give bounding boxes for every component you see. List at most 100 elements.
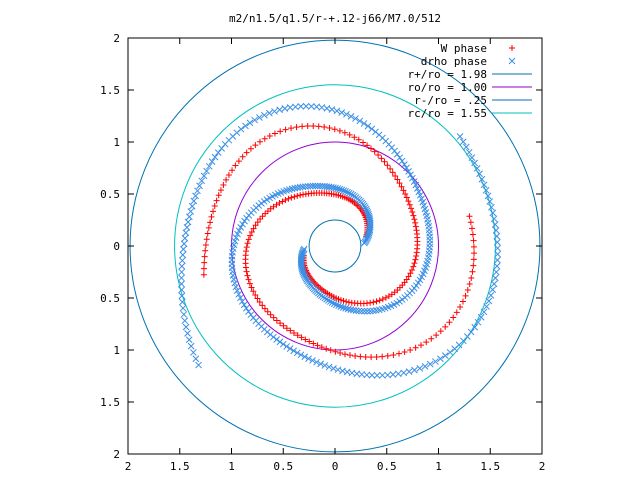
- point-1: [446, 348, 454, 356]
- point-1: [292, 103, 299, 111]
- point-1: [178, 257, 186, 264]
- point-0: [398, 183, 405, 190]
- point-1: [384, 371, 392, 379]
- point-1: [467, 328, 475, 336]
- point-0: [302, 336, 309, 343]
- point-1: [314, 182, 322, 190]
- point-1: [261, 111, 268, 119]
- point-0: [273, 317, 280, 324]
- point-1: [368, 371, 376, 379]
- point-0: [376, 297, 383, 304]
- point-0: [389, 169, 396, 176]
- chart-title: m2/n1.5/q1.5/r-+.12-j66/M7.0/512: [229, 12, 441, 25]
- point-1: [245, 308, 252, 315]
- point-1: [441, 352, 449, 360]
- x-tick-label: 1.5: [480, 460, 500, 473]
- point-0: [469, 231, 476, 238]
- point-1: [325, 363, 333, 371]
- point-1: [181, 234, 189, 242]
- point-0: [271, 130, 278, 137]
- point-1: [335, 302, 342, 310]
- point-1: [364, 209, 372, 216]
- point-0: [306, 338, 313, 345]
- point-1: [373, 372, 381, 379]
- point-0: [471, 250, 478, 257]
- point-1: [313, 358, 320, 366]
- point-0: [367, 299, 374, 306]
- point-0: [412, 219, 419, 226]
- point-1: [484, 192, 492, 200]
- point-1: [494, 256, 501, 264]
- point-1: [360, 120, 368, 127]
- point-1: [302, 102, 310, 110]
- point-0: [201, 259, 208, 266]
- point-1: [358, 307, 365, 315]
- point-1: [407, 171, 414, 179]
- point-0: [453, 309, 460, 316]
- point-1: [233, 287, 241, 295]
- point-1: [270, 333, 277, 341]
- point-0: [470, 237, 477, 244]
- point-0: [351, 134, 358, 141]
- point-1: [188, 202, 196, 210]
- legend-marker: [509, 45, 515, 51]
- point-0: [254, 219, 261, 226]
- point-0: [382, 294, 389, 301]
- point-1: [179, 304, 187, 312]
- point-1: [178, 274, 185, 282]
- point-0: [362, 353, 369, 360]
- point-0: [469, 268, 476, 275]
- point-0: [264, 308, 271, 315]
- point-0: [470, 262, 477, 269]
- legend-label: rc/ro = 1.55: [408, 107, 487, 120]
- point-1: [396, 154, 404, 162]
- point-0: [239, 153, 246, 160]
- point-1: [232, 283, 240, 291]
- point-1: [342, 188, 349, 195]
- point-0: [405, 198, 412, 205]
- point-1: [473, 165, 481, 172]
- point-0: [318, 344, 325, 351]
- point-1: [333, 107, 341, 115]
- y-tick-label: 2: [113, 448, 120, 461]
- point-1: [182, 323, 190, 331]
- point-0: [346, 131, 353, 138]
- point-1: [297, 351, 305, 359]
- point-0: [360, 139, 367, 146]
- legend-label: W phase: [441, 42, 487, 55]
- y-tick-label: 1.5: [100, 396, 120, 409]
- point-0: [433, 332, 440, 339]
- point-0: [256, 138, 263, 145]
- point-0: [466, 281, 473, 288]
- point-0: [411, 260, 418, 267]
- point-0: [297, 192, 304, 199]
- point-1: [330, 365, 337, 372]
- point-1: [235, 227, 243, 235]
- point-1: [182, 229, 190, 237]
- point-1: [415, 188, 423, 196]
- point-1: [276, 106, 284, 114]
- point-0: [412, 223, 419, 230]
- point-0: [381, 158, 388, 165]
- point-1: [309, 357, 316, 364]
- point-0: [396, 350, 403, 357]
- point-1: [328, 106, 336, 113]
- point-1: [187, 342, 195, 350]
- point-0: [267, 311, 274, 318]
- point-0: [262, 210, 269, 217]
- point-1: [426, 360, 434, 368]
- point-1: [184, 218, 192, 226]
- point-0: [410, 263, 417, 270]
- point-0: [279, 198, 286, 205]
- x-tick-label: 2: [539, 460, 546, 473]
- point-1: [286, 104, 294, 111]
- point-0: [442, 323, 449, 330]
- point-1: [237, 125, 245, 133]
- point-0: [211, 202, 218, 209]
- point-0: [208, 213, 215, 220]
- legend-label: ro/ro = 1.00: [408, 81, 487, 94]
- point-0: [390, 351, 397, 358]
- point-0: [450, 314, 457, 321]
- point-1: [379, 371, 386, 379]
